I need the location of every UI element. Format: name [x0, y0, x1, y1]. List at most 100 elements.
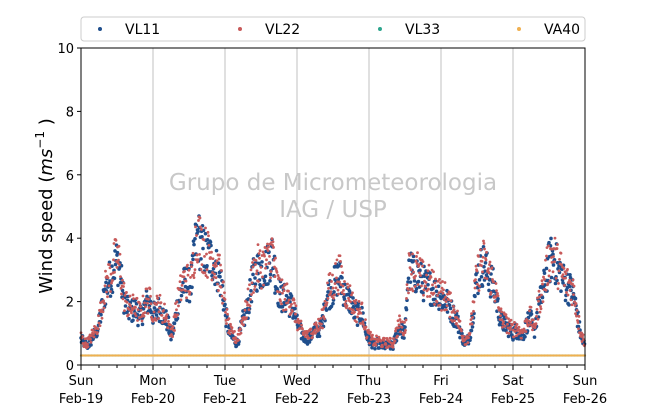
point-vl22 [440, 309, 443, 312]
point-vl22 [213, 272, 216, 276]
point-vl22 [444, 300, 448, 304]
point-vl22 [226, 312, 229, 316]
point-vl22 [492, 280, 495, 284]
point-vl22 [515, 334, 518, 338]
point-vl22 [108, 263, 111, 267]
point-vl22 [351, 308, 355, 312]
point-vl22 [472, 300, 476, 304]
point-vl22 [251, 261, 254, 264]
point-vl11 [551, 263, 556, 267]
point-vl22 [503, 324, 507, 328]
point-vl22 [319, 316, 323, 320]
point-vl22 [98, 324, 102, 328]
point-vl11 [113, 249, 117, 253]
point-vl22 [184, 279, 188, 283]
point-vl22 [339, 260, 342, 263]
point-vl22 [577, 314, 581, 318]
point-vl22 [119, 286, 123, 290]
point-vl11 [434, 289, 439, 294]
x-tick-day: Mon [139, 374, 166, 389]
point-vl22 [507, 331, 511, 335]
point-vl22 [489, 291, 493, 294]
point-vl22 [136, 308, 140, 311]
point-vl22 [174, 315, 178, 319]
point-vl11 [152, 306, 157, 310]
point-vl22 [199, 225, 202, 229]
point-vl22 [258, 256, 261, 260]
point-vl11 [127, 316, 131, 321]
point-vl22 [327, 287, 330, 290]
point-vl22 [474, 264, 478, 268]
point-vl22 [402, 333, 405, 337]
point-vl22 [314, 331, 317, 335]
point-vl22 [345, 304, 349, 308]
point-vl22 [210, 250, 213, 254]
point-vl11 [193, 236, 197, 241]
point-vl11 [479, 275, 484, 279]
point-vl11 [123, 304, 128, 308]
point-vl22 [377, 335, 381, 339]
point-vl22 [436, 294, 439, 297]
point-vl22 [162, 308, 165, 312]
point-vl22 [233, 329, 236, 333]
point-vl22 [293, 301, 296, 305]
point-vl22 [219, 263, 222, 267]
point-vl22 [422, 288, 426, 292]
point-vl22 [575, 309, 579, 312]
point-vl11 [403, 325, 407, 329]
point-vl22 [265, 258, 268, 262]
point-vl22 [437, 291, 441, 295]
point-vl22 [504, 313, 508, 317]
point-vl22 [218, 253, 221, 257]
point-vl22 [439, 281, 442, 285]
point-vl22 [331, 273, 334, 277]
point-vl22 [197, 219, 200, 222]
point-vl11 [537, 302, 541, 306]
point-vl22 [122, 281, 126, 285]
point-vl11 [353, 315, 357, 320]
point-vl22 [442, 297, 446, 301]
point-vl22 [225, 308, 229, 311]
point-vl22 [410, 272, 413, 276]
point-vl11 [411, 254, 416, 259]
point-vl22 [255, 272, 258, 276]
point-vl22 [134, 305, 137, 309]
point-vl22 [127, 313, 130, 317]
point-vl11 [293, 306, 297, 311]
point-vl22 [345, 306, 348, 310]
point-vl22 [134, 314, 138, 318]
point-vl22 [177, 304, 180, 308]
point-vl22 [365, 335, 369, 339]
point-vl11 [255, 289, 259, 293]
point-vl22 [442, 288, 445, 292]
point-vl22 [534, 322, 538, 326]
point-vl22 [207, 243, 211, 247]
point-vl22 [214, 276, 218, 280]
point-vl22 [101, 310, 105, 314]
point-vl22 [480, 259, 484, 263]
point-vl22 [145, 287, 149, 291]
point-vl22 [566, 293, 570, 297]
point-vl22 [199, 267, 203, 271]
point-vl22 [142, 314, 146, 318]
point-vl22 [322, 315, 325, 319]
point-vl22 [175, 308, 178, 312]
point-vl22 [159, 301, 163, 305]
point-vl22 [346, 285, 350, 289]
point-vl22 [206, 230, 210, 234]
point-vl22 [505, 315, 508, 319]
point-vl22 [512, 335, 516, 339]
x-tick-date: Feb-19 [59, 392, 103, 407]
point-vl11 [317, 334, 322, 339]
y-tick-label: 4 [66, 232, 74, 247]
point-vl11 [351, 296, 355, 300]
point-vl22 [115, 266, 119, 269]
point-vl22 [553, 260, 556, 264]
point-vl22 [554, 276, 558, 280]
point-vl22 [383, 336, 386, 340]
point-vl22 [329, 290, 333, 294]
point-vl22 [102, 306, 106, 310]
point-vl22 [165, 316, 168, 320]
point-vl22 [413, 276, 416, 280]
point-vl22 [331, 286, 335, 290]
